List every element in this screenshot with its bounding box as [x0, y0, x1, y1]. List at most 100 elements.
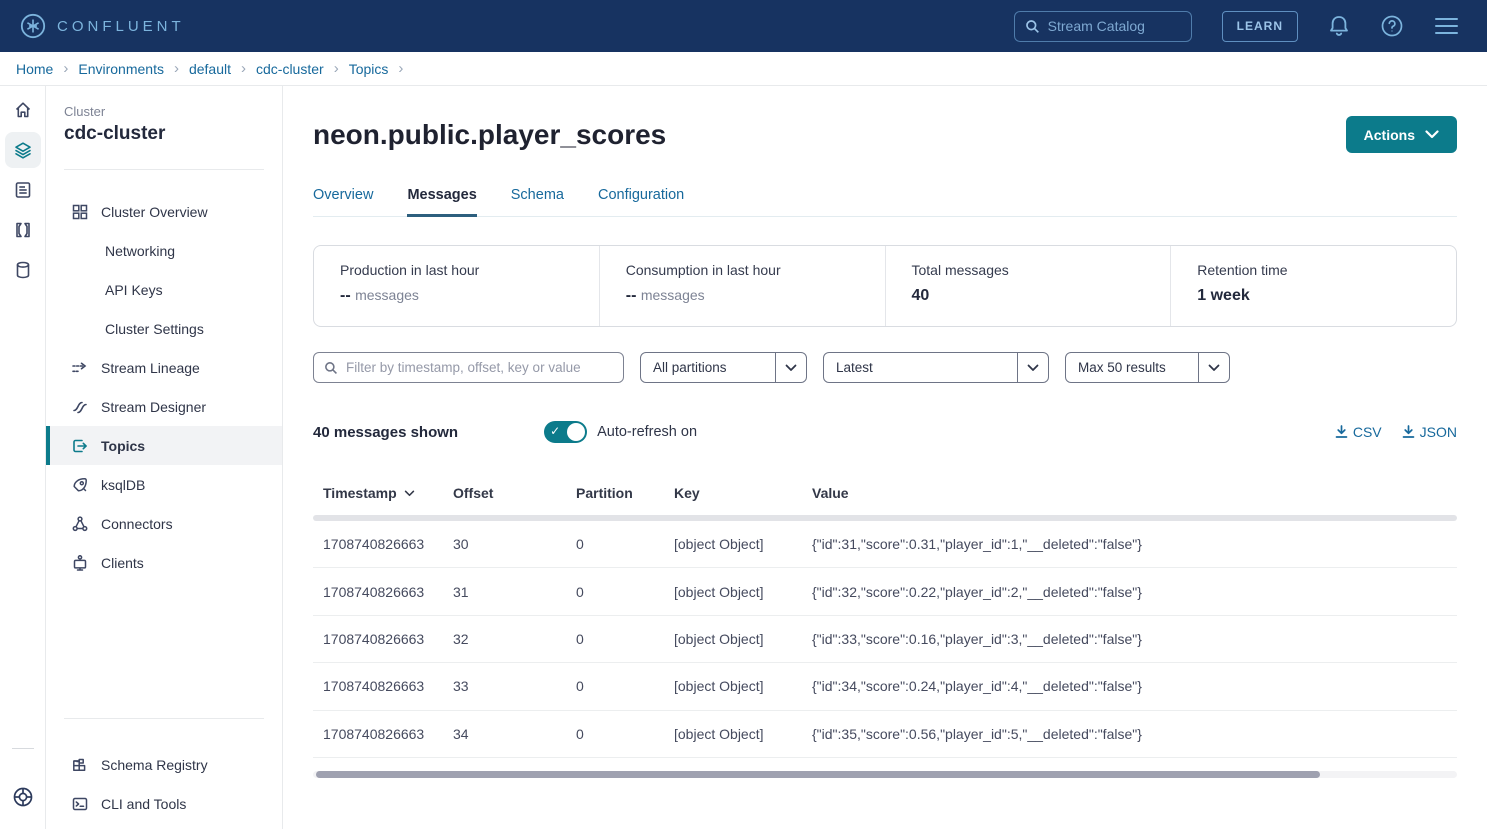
partition-select-value: All partitions: [641, 353, 775, 382]
stat-suffix: messages: [355, 287, 419, 303]
main-menu-button[interactable]: [1434, 17, 1459, 35]
stream-catalog-search[interactable]: [1014, 11, 1192, 42]
rail-flink[interactable]: [5, 212, 41, 248]
cell-offset: 30: [453, 536, 576, 552]
sidebar-item-cluster-settings[interactable]: Cluster Settings: [46, 309, 282, 348]
column-header-partition[interactable]: Partition: [576, 485, 674, 501]
breadcrumb-topics[interactable]: Topics: [349, 61, 389, 77]
stat-production: Production in last hour -- messages: [314, 246, 599, 326]
help-button[interactable]: [1380, 14, 1404, 38]
cell-partition: 0: [576, 631, 674, 647]
column-header-value[interactable]: Value: [812, 485, 1457, 501]
stat-value: 1 week: [1197, 287, 1249, 304]
stat-retention-time: Retention time 1 week: [1170, 246, 1456, 326]
chevron-down-icon: [1425, 130, 1439, 139]
rail-storage[interactable]: [5, 252, 41, 288]
schema-registry-icon: [71, 756, 89, 774]
partition-select[interactable]: All partitions: [640, 352, 807, 383]
table-row[interactable]: 1708740826663 31 0 [object Object] {"id"…: [313, 568, 1457, 615]
sidebar-item-label: Connectors: [101, 516, 173, 532]
tab-overview[interactable]: Overview: [313, 187, 373, 217]
column-header-timestamp[interactable]: Timestamp: [313, 485, 453, 501]
bell-icon: [1328, 14, 1350, 38]
tab-bar: Overview Messages Schema Configuration: [313, 187, 1457, 217]
auto-refresh-toggle[interactable]: ✓: [544, 421, 587, 443]
breadcrumb-default[interactable]: default: [189, 61, 231, 77]
message-filter-search[interactable]: [313, 352, 624, 383]
sidebar-item-schema-registry[interactable]: Schema Registry: [46, 745, 282, 784]
tab-configuration[interactable]: Configuration: [598, 187, 684, 217]
confluent-logo-icon: [20, 13, 46, 39]
rail-home[interactable]: [5, 92, 41, 128]
actions-button-label: Actions: [1364, 127, 1415, 143]
toggle-knob: [567, 423, 585, 441]
cell-key: [object Object]: [674, 678, 812, 694]
table-row[interactable]: 1708740826663 33 0 [object Object] {"id"…: [313, 663, 1457, 710]
sidebar-item-label: API Keys: [105, 282, 163, 298]
message-filter-row: All partitions Latest Max 50 results: [313, 352, 1457, 383]
cell-value: {"id":35,"score":0.56,"player_id":5,"__d…: [812, 726, 1457, 742]
breadcrumb-environments[interactable]: Environments: [78, 61, 164, 77]
learn-button[interactable]: LEARN: [1222, 11, 1298, 42]
sidebar-item-api-keys[interactable]: API Keys: [46, 270, 282, 309]
globe-icon: [12, 786, 34, 808]
sidebar-item-label: Cluster Settings: [105, 321, 204, 337]
table-row[interactable]: 1708740826663 34 0 [object Object] {"id"…: [313, 711, 1457, 758]
sidebar-item-connectors[interactable]: Connectors: [46, 504, 282, 543]
breadcrumb-separator: ›: [334, 60, 339, 77]
table-row[interactable]: 1708740826663 32 0 [object Object] {"id"…: [313, 616, 1457, 663]
cell-offset: 31: [453, 584, 576, 600]
tab-messages[interactable]: Messages: [407, 187, 476, 217]
chevron-down-icon: [1017, 353, 1048, 382]
breadcrumb-cdc-cluster[interactable]: cdc-cluster: [256, 61, 324, 77]
download-icon: [1335, 425, 1348, 439]
column-header-offset[interactable]: Offset: [453, 485, 576, 501]
cell-offset: 32: [453, 631, 576, 647]
table-header-row: Timestamp Offset Partition Key Value: [313, 473, 1457, 513]
sidebar-item-cli-and-tools[interactable]: CLI and Tools: [46, 784, 282, 823]
rail-billing[interactable]: [5, 172, 41, 208]
icon-rail: [0, 86, 46, 829]
cell-value: {"id":33,"score":0.16,"player_id":3,"__d…: [812, 631, 1457, 647]
cell-key: [object Object]: [674, 631, 812, 647]
breadcrumb-home[interactable]: Home: [16, 61, 53, 77]
rail-environment[interactable]: [5, 132, 41, 168]
table-horizontal-scrollbar-track[interactable]: [313, 771, 1457, 778]
connectors-icon: [71, 515, 89, 533]
message-filter-input[interactable]: [346, 360, 613, 375]
table-row[interactable]: 1708740826663 30 0 [object Object] {"id"…: [313, 521, 1457, 568]
sidebar-item-networking[interactable]: Networking: [46, 231, 282, 270]
download-icon: [1402, 425, 1415, 439]
max-results-select[interactable]: Max 50 results: [1065, 352, 1230, 383]
stream-catalog-input[interactable]: [1048, 18, 1181, 34]
download-json-link[interactable]: JSON: [1402, 424, 1457, 440]
rail-support[interactable]: [5, 779, 41, 815]
actions-button[interactable]: Actions: [1346, 116, 1457, 153]
cell-partition: 0: [576, 678, 674, 694]
sidebar-item-ksqldb[interactable]: ksqlDB: [46, 465, 282, 504]
sidebar-item-cluster-overview[interactable]: Cluster Overview: [46, 192, 282, 231]
sidebar-item-label: Cluster Overview: [101, 204, 208, 220]
auto-refresh-label: Auto-refresh on: [597, 424, 697, 440]
table-horizontal-scrollbar-thumb[interactable]: [316, 771, 1320, 778]
sidebar-item-stream-lineage[interactable]: Stream Lineage: [46, 348, 282, 387]
download-csv-link[interactable]: CSV: [1335, 424, 1382, 440]
notifications-button[interactable]: [1328, 14, 1350, 38]
breadcrumb-separator: ›: [241, 60, 246, 77]
confluent-logo[interactable]: CONFLUENT: [20, 13, 185, 39]
stat-label: Production in last hour: [340, 262, 599, 278]
sidebar-item-stream-designer[interactable]: Stream Designer: [46, 387, 282, 426]
top-navbar: CONFLUENT LEARN: [0, 0, 1487, 52]
column-header-key[interactable]: Key: [674, 485, 812, 501]
sidebar-item-label: Schema Registry: [101, 757, 208, 773]
stat-consumption: Consumption in last hour -- messages: [599, 246, 885, 326]
offset-select[interactable]: Latest: [823, 352, 1049, 383]
sidebar-item-clients[interactable]: Clients: [46, 543, 282, 582]
chevron-down-icon: [1198, 353, 1229, 382]
sidebar-item-topics[interactable]: Topics: [46, 426, 282, 465]
tab-schema[interactable]: Schema: [511, 187, 564, 217]
designer-icon: [71, 398, 89, 416]
breadcrumb-separator: ›: [63, 60, 68, 77]
page-title: neon.public.player_scores: [313, 119, 666, 151]
stat-suffix: messages: [641, 287, 705, 303]
